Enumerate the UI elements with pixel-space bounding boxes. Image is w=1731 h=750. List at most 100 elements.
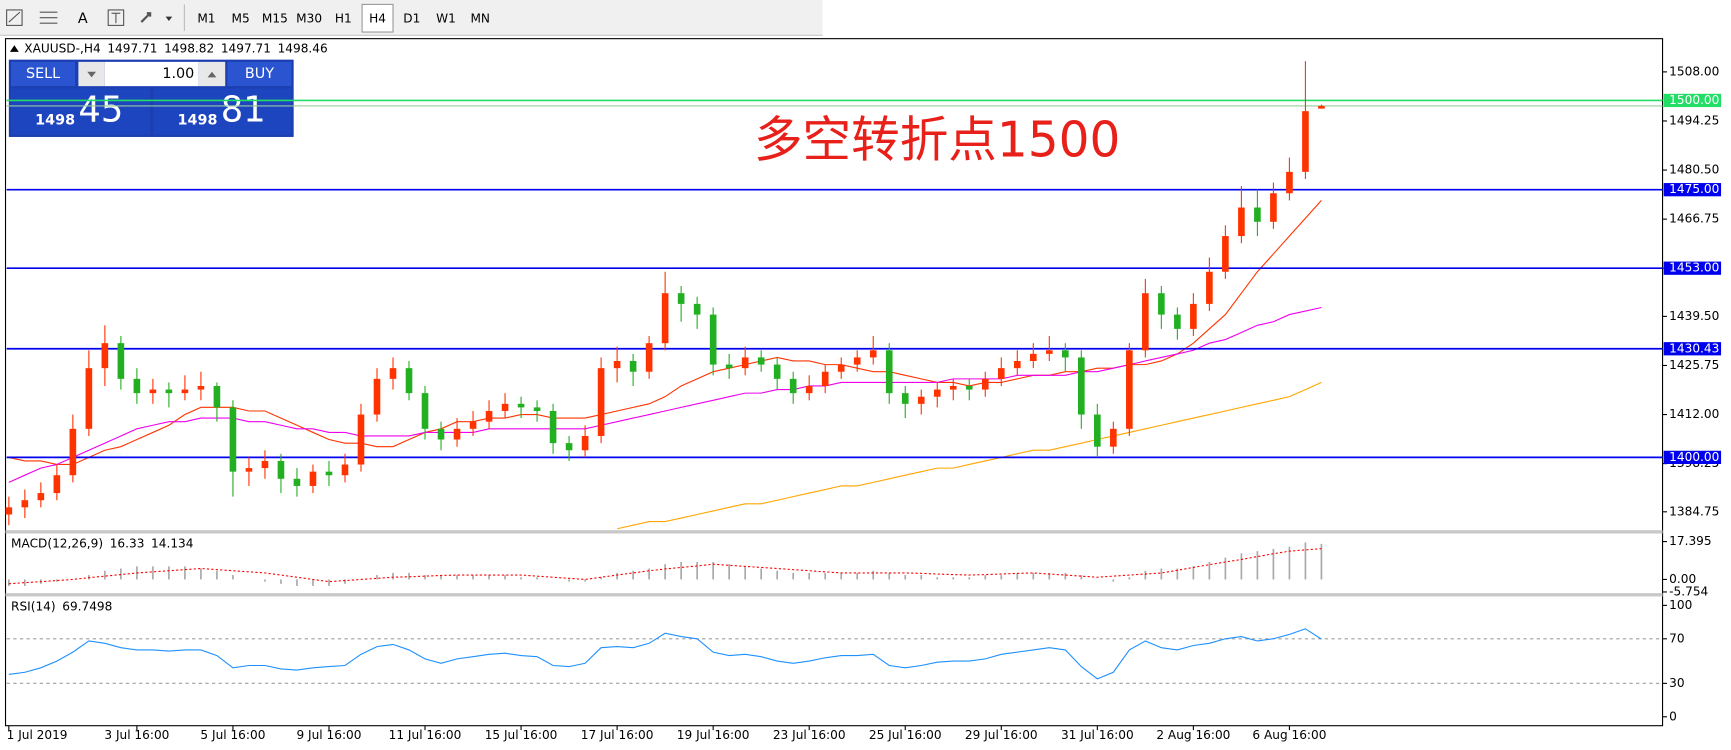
candle-body (725, 364, 733, 369)
icon-frame (107, 9, 125, 26)
candle-body (629, 361, 637, 372)
ohlc-value: 1498.82 (164, 41, 214, 55)
candle-body (453, 428, 461, 440)
candle-body (501, 403, 509, 411)
bid-small: 45 (78, 90, 123, 131)
sell-button[interactable] (11, 61, 76, 87)
candle-body (885, 350, 893, 394)
candle-body (1302, 111, 1309, 172)
candle-body (325, 471, 333, 476)
candle-body (741, 357, 749, 369)
arrow-icon[interactable] (140, 12, 173, 23)
icon-stroke (140, 12, 152, 23)
candle-body (821, 371, 829, 386)
price-label-bg (1663, 93, 1722, 108)
timeframe-label: H4 (369, 11, 386, 25)
candle-body (757, 357, 765, 365)
buy-button[interactable] (227, 61, 292, 87)
symbol: XAUUSD-,H4 (24, 41, 101, 55)
rsi-line (8, 628, 1322, 680)
timeframe-label: M1 (197, 11, 215, 25)
collapse-arrow[interactable] (9, 45, 19, 52)
y-tick-label: 30 (1669, 676, 1684, 690)
timeframe-label: W1 (436, 11, 456, 25)
y-tick-label: 1480.50 (1669, 163, 1719, 177)
candle-body (69, 428, 77, 476)
x-tick-label: 3 Jul 16:00 (104, 728, 169, 742)
y-tick-label: -5.754 (1669, 584, 1708, 598)
caret (87, 71, 97, 78)
fib-icon[interactable] (39, 11, 58, 24)
timeframe-label: M5 (232, 11, 250, 25)
candle-body (1174, 314, 1181, 329)
ask-big: 1498 (178, 112, 218, 128)
icon-frame (6, 9, 23, 26)
candle-body (805, 385, 813, 394)
candle-body (5, 507, 13, 515)
price-label: 1500.00 (1669, 93, 1719, 107)
candle-body (117, 343, 125, 379)
timeframe-label: MN (470, 11, 490, 25)
y-tick-label: 1412.00 (1669, 407, 1719, 421)
y-tick-label: 1466.75 (1669, 212, 1719, 226)
price-label: 1400.00 (1669, 450, 1719, 464)
candle-body (1158, 293, 1165, 315)
candle-body (837, 364, 845, 372)
toolbar-bg (0, 0, 823, 36)
candle-body (133, 378, 141, 394)
buy-label: BUY (245, 66, 274, 82)
ohlc-value: 1497.71 (107, 41, 157, 55)
candle-body (293, 478, 301, 486)
candle-body (181, 389, 189, 394)
candle-body (709, 314, 717, 365)
candle-body (197, 385, 205, 390)
indicator-name: RSI(14) (11, 599, 56, 613)
moving-average (8, 306, 1322, 483)
price-label-bg (1663, 342, 1722, 356)
price-label: 1453.00 (1669, 261, 1719, 275)
candle-body (53, 475, 61, 494)
candle-body (1078, 357, 1085, 415)
candle-body (213, 385, 221, 408)
price-label-bg (1663, 261, 1722, 275)
bid-box[interactable] (11, 88, 151, 135)
candle-body (597, 368, 605, 436)
moving-average (8, 199, 1322, 466)
y-tick-label: 1384.75 (1669, 504, 1719, 518)
ask-box[interactable] (153, 88, 292, 135)
timeframe-label: M30 (296, 11, 322, 25)
candle-body (1238, 207, 1245, 237)
x-tick-label: 9 Jul 16:00 (296, 728, 361, 742)
candle-body (421, 393, 429, 429)
candle-body (1318, 105, 1325, 109)
x-tick-label: 19 Jul 16:00 (677, 728, 750, 742)
x-tick-label: 29 Jul 16:00 (965, 728, 1038, 742)
candle-body (773, 364, 781, 379)
candle-body (85, 368, 93, 429)
x-tick-label: 25 Jul 16:00 (869, 728, 942, 742)
timeframe-button[interactable] (361, 3, 394, 33)
candle-body (341, 464, 349, 476)
candle-body (581, 435, 589, 451)
candle-body (469, 421, 477, 429)
candle-body (149, 389, 157, 394)
candle-body (101, 343, 109, 369)
one-click-trading: SELL 1.00 BUY 1498 45 1498 81 (8, 59, 294, 137)
lot-input[interactable] (104, 61, 199, 87)
label-icon[interactable] (107, 9, 125, 26)
y-tick-label: 1439.50 (1669, 309, 1719, 323)
text-tool[interactable]: A (78, 11, 88, 27)
candle-body (869, 350, 877, 358)
price-label-bg (1663, 183, 1722, 197)
price-label: 1475.00 (1669, 182, 1719, 196)
candle-body (677, 293, 685, 304)
candle-body (645, 343, 653, 372)
candle-body (1029, 353, 1037, 362)
timeframe-label: D1 (403, 11, 420, 25)
candle-body (613, 361, 621, 369)
indicator-value: 14.134 (151, 536, 194, 550)
candle-body (277, 460, 285, 479)
chart-icon[interactable] (6, 9, 23, 26)
